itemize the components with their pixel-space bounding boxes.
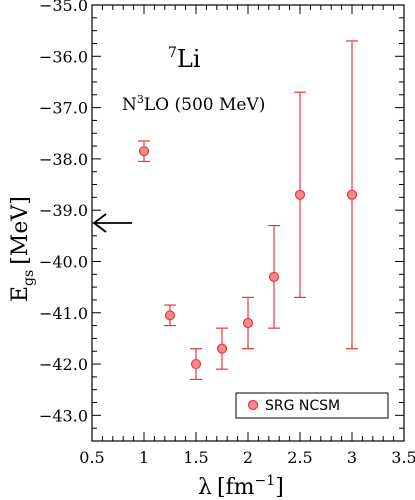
y-label-sub: gs — [21, 270, 37, 286]
data-point — [190, 348, 202, 381]
data-point — [346, 40, 358, 350]
data-point — [216, 327, 228, 370]
x-label-exp: −1 — [255, 473, 276, 489]
legend-marker — [247, 399, 259, 411]
y-tick-label: −36.0 — [39, 47, 88, 66]
annotation-interaction-sup: 3 — [137, 93, 144, 106]
point-marker — [216, 343, 228, 354]
point-marker — [190, 358, 202, 370]
y-tick-label: −43.0 — [39, 406, 88, 425]
point-marker — [268, 271, 280, 282]
x-tick-label: 3 — [347, 448, 357, 467]
point-marker — [294, 189, 306, 200]
y-label-main: E — [8, 286, 33, 302]
legend: SRG NCSM — [235, 392, 389, 419]
x-tick-label: 2 — [243, 448, 253, 467]
annotation-interaction-rest: LO (500 MeV) — [144, 95, 266, 115]
annotation-interaction: N3LO (500 MeV) — [122, 93, 265, 115]
legend-label: SRG NCSM — [265, 398, 340, 414]
point-marker — [164, 310, 176, 321]
y-label-unit: [MeV] — [8, 196, 33, 265]
x-tick-label: 1.5 — [183, 448, 208, 467]
y-tick-label: −35.0 — [39, 0, 88, 15]
x-tick-label: 2.5 — [287, 448, 312, 467]
data-point — [294, 91, 306, 298]
data-point — [164, 304, 176, 327]
y-tick-label: −38.0 — [39, 150, 88, 169]
tick-labels: 0.5 1 1.5 2 2.5 3 3.5 −43.0 −42.0 −41.0 −40.0 −39.0… — [39, 0, 415, 467]
point-marker — [242, 317, 254, 329]
annotation-nucleus-symbol: Li — [177, 45, 201, 73]
arrow-marker — [92, 213, 132, 233]
y-tick-label: −41.0 — [39, 304, 88, 323]
annotation-nucleus-mass: 7 — [168, 45, 177, 61]
annotation-nucleus: 7Li — [168, 45, 201, 73]
data-point — [268, 224, 280, 329]
legend-box — [235, 392, 389, 419]
point-marker — [346, 189, 358, 200]
y-tick-label: −40.0 — [39, 252, 88, 271]
y-axis-label: Egs [MeV] — [8, 196, 37, 302]
point-marker — [138, 146, 150, 157]
x-tick-label: 0.5 — [79, 448, 104, 467]
x-tick-label: 1 — [139, 448, 149, 467]
y-tick-label: −39.0 — [39, 201, 88, 220]
series-group — [138, 40, 358, 381]
x-tick-label: 3.5 — [391, 448, 415, 467]
x-label-main: λ — [198, 475, 212, 500]
y-tick-label: −42.0 — [39, 355, 88, 374]
x-label-unit: [fm — [217, 475, 255, 500]
ticks — [91, 4, 405, 442]
data-point — [138, 140, 150, 163]
x-label-close: ] — [275, 475, 284, 500]
plot-frame — [91, 4, 405, 442]
y-tick-label: −37.0 — [39, 99, 88, 118]
data-point — [242, 296, 254, 350]
arrow-head — [92, 213, 107, 233]
annotation-interaction-prefix: N — [122, 95, 137, 115]
x-axis-label: λ [fm−1] — [198, 473, 284, 500]
